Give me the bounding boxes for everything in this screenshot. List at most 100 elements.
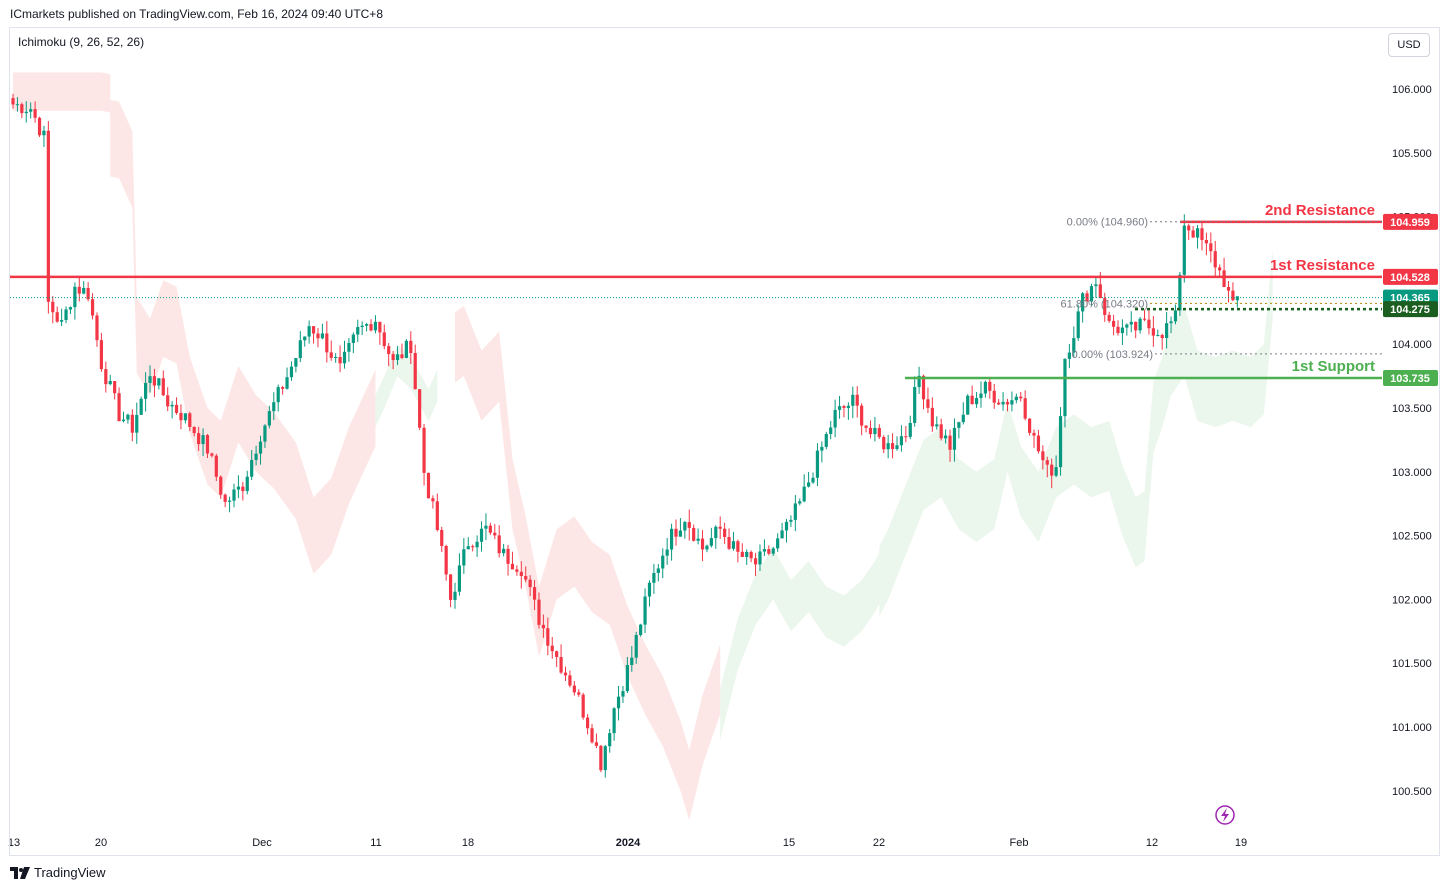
- candle: [250, 449, 254, 480]
- candle-body: [935, 424, 939, 427]
- candle-body: [519, 571, 523, 577]
- candle: [356, 319, 360, 343]
- candle-body: [435, 501, 439, 531]
- bearish-cloud: [455, 305, 721, 821]
- candle: [829, 420, 833, 440]
- candle: [820, 441, 824, 463]
- candle-body: [413, 353, 417, 390]
- candle: [86, 282, 90, 302]
- candle-body: [634, 635, 638, 658]
- bullish-cloud: [720, 548, 880, 740]
- candle: [1010, 391, 1014, 412]
- candle: [281, 385, 285, 395]
- candle: [1156, 329, 1160, 337]
- candle-body: [930, 407, 934, 427]
- candle: [793, 495, 797, 532]
- brand-name: TradingView: [34, 865, 106, 880]
- candle: [453, 582, 457, 609]
- candle: [771, 546, 775, 556]
- candle-body: [559, 657, 563, 673]
- candle: [586, 714, 590, 735]
- candle: [506, 544, 510, 576]
- candle-body: [736, 541, 740, 552]
- candle-body: [612, 708, 616, 734]
- candle-body: [1001, 401, 1005, 405]
- candle: [395, 346, 400, 366]
- candle-body: [174, 404, 179, 413]
- candle: [1032, 429, 1036, 448]
- candle: [294, 358, 298, 373]
- candle: [82, 281, 86, 295]
- candle-body: [678, 530, 683, 537]
- candle-body: [1222, 270, 1226, 287]
- bearish-cloud: [13, 72, 111, 113]
- candle-body: [294, 358, 298, 367]
- candle-body: [316, 333, 320, 339]
- candle: [1187, 223, 1191, 241]
- lightning-icon[interactable]: [1215, 805, 1235, 825]
- candle: [263, 424, 267, 448]
- candle-body: [488, 525, 492, 533]
- candle-body: [329, 352, 333, 358]
- candle-body: [749, 551, 753, 559]
- candle: [236, 475, 241, 499]
- candle-body: [325, 333, 329, 353]
- candle: [532, 579, 537, 611]
- candle-body: [616, 696, 621, 709]
- candle-body: [1028, 418, 1032, 433]
- candle-body: [603, 746, 607, 771]
- candle: [51, 296, 55, 324]
- candle: [479, 521, 484, 552]
- candle-body: [166, 395, 170, 407]
- candle: [789, 515, 793, 527]
- candle-body: [170, 404, 174, 407]
- candle: [360, 321, 364, 336]
- candle: [431, 495, 435, 509]
- candle: [289, 361, 294, 381]
- candle: [192, 426, 196, 437]
- candle: [944, 429, 948, 444]
- candle-body: [1010, 400, 1014, 405]
- candle-body: [197, 433, 201, 445]
- candle: [594, 733, 599, 749]
- candle: [11, 93, 15, 109]
- candle-body: [117, 393, 121, 422]
- candle-body: [709, 538, 713, 546]
- candle: [528, 575, 532, 597]
- level-price-tag-label: 104.528: [1390, 272, 1430, 284]
- candle: [1001, 392, 1005, 411]
- currency-button[interactable]: USD: [1388, 33, 1430, 57]
- candle-body: [510, 563, 515, 570]
- candle: [1222, 257, 1226, 288]
- candle: [285, 367, 289, 390]
- candle-body: [46, 130, 50, 302]
- candle: [409, 331, 413, 365]
- candle: [524, 566, 528, 583]
- candle: [435, 493, 439, 532]
- candle: [979, 381, 983, 408]
- candle-body: [298, 340, 302, 359]
- candle: [926, 387, 930, 414]
- candle: [448, 574, 453, 608]
- candle: [320, 323, 324, 340]
- candle: [387, 343, 391, 367]
- candle-body: [572, 685, 576, 693]
- candle: [904, 426, 908, 443]
- candle-body: [68, 307, 73, 310]
- candle-body: [254, 453, 258, 460]
- candle-body: [42, 130, 46, 136]
- candle: [152, 368, 157, 398]
- indicator-label[interactable]: Ichimoku (9, 26, 52, 26): [18, 35, 145, 49]
- candle: [798, 498, 802, 506]
- candle: [917, 366, 921, 394]
- candle-body: [568, 675, 572, 686]
- candle: [957, 421, 961, 439]
- candle-body: [586, 717, 590, 729]
- bullish-cloud: [879, 248, 1273, 617]
- candle: [1081, 291, 1085, 323]
- candle: [837, 395, 842, 419]
- candle-body: [639, 624, 643, 636]
- candle-body: [161, 378, 165, 396]
- candle-body: [1213, 251, 1217, 268]
